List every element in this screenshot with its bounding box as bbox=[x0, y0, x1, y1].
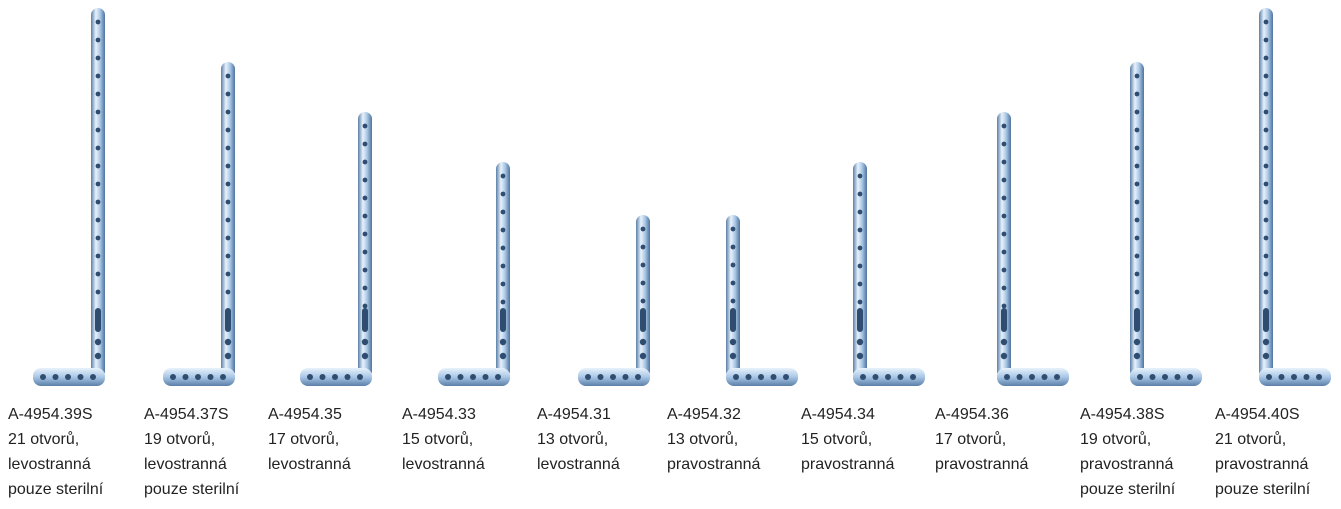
caption-sterile: pouze sterilní bbox=[8, 481, 104, 498]
caption-code: A-4954.34 bbox=[801, 406, 875, 423]
plate-images bbox=[33, 8, 1331, 386]
caption-side: pravostranná bbox=[801, 456, 895, 473]
plate-caption: A-4954.38S 19 otvorů, pravostranná pouze st… bbox=[1080, 402, 1175, 502]
caption-code: A-4954.40S bbox=[1215, 406, 1300, 423]
caption-holes: 17 otvorů, bbox=[935, 431, 1007, 448]
plate-caption: A-4954.39S 21 otvorů, levostranná pouze ste… bbox=[8, 402, 103, 502]
caption-sterile: pouze sterilní bbox=[144, 481, 240, 498]
caption-side: levostranná bbox=[8, 456, 91, 473]
caption-side: levostranná bbox=[268, 456, 351, 473]
caption-holes: 15 otvorů, bbox=[402, 431, 474, 448]
plate-caption: A-4954.33 15 otvorů, levostranná bbox=[402, 402, 485, 477]
caption-side: pravostranná bbox=[667, 456, 761, 473]
caption-holes: 21 otvorů, bbox=[1215, 431, 1287, 448]
plate-caption: A-4954.36 17 otvorů, pravostranná bbox=[935, 402, 1028, 477]
caption-code: A-4954.32 bbox=[667, 406, 741, 423]
bone-plate-image bbox=[438, 162, 510, 386]
caption-holes: 19 otvorů, bbox=[144, 431, 216, 448]
caption-side: pravostranná bbox=[1215, 456, 1309, 473]
plate-caption: A-4954.37S 19 otvorů, levostranná pouze ste… bbox=[144, 402, 239, 502]
bone-plate-image bbox=[1259, 8, 1331, 386]
caption-side: levostranná bbox=[144, 456, 227, 473]
bone-plate-image bbox=[578, 215, 650, 386]
caption-side: pravostranná bbox=[1080, 456, 1174, 473]
caption-holes: 13 otvorů, bbox=[667, 431, 739, 448]
bone-plate-image bbox=[163, 62, 235, 386]
caption-holes: 19 otvorů, bbox=[1080, 431, 1152, 448]
caption-code: A-4954.39S bbox=[8, 406, 93, 423]
plate-caption: A-4954.31 13 otvorů, levostranná bbox=[537, 402, 620, 477]
caption-side: levostranná bbox=[537, 456, 620, 473]
caption-code: A-4954.35 bbox=[268, 406, 342, 423]
plate-caption: A-4954.35 17 otvorů, levostranná bbox=[268, 402, 351, 477]
caption-code: A-4954.33 bbox=[402, 406, 476, 423]
bone-plate-image bbox=[997, 112, 1069, 386]
bone-plate-image bbox=[726, 215, 798, 386]
caption-holes: 13 otvorů, bbox=[537, 431, 609, 448]
plate-caption: A-4954.34 15 otvorů, pravostranná bbox=[801, 402, 894, 477]
bone-plate-image bbox=[33, 8, 105, 386]
caption-code: A-4954.36 bbox=[935, 406, 1009, 423]
plate-caption: A-4954.32 13 otvorů, pravostranná bbox=[667, 402, 760, 477]
bone-plate-image bbox=[853, 162, 925, 386]
caption-side: levostranná bbox=[402, 456, 485, 473]
bone-plate-image bbox=[1130, 62, 1202, 386]
caption-code: A-4954.31 bbox=[537, 406, 611, 423]
bone-plate-image bbox=[300, 112, 372, 386]
caption-holes: 15 otvorů, bbox=[801, 431, 873, 448]
caption-holes: 17 otvorů, bbox=[268, 431, 340, 448]
caption-side: pravostranná bbox=[935, 456, 1029, 473]
caption-sterile: pouze sterilní bbox=[1215, 481, 1311, 498]
caption-sterile: pouze sterilní bbox=[1080, 481, 1176, 498]
caption-code: A-4954.38S bbox=[1080, 406, 1165, 423]
caption-holes: 21 otvorů, bbox=[8, 431, 80, 448]
caption-code: A-4954.37S bbox=[144, 406, 229, 423]
plate-caption: A-4954.40S 21 otvorů, pravostranná pouze st… bbox=[1215, 402, 1310, 502]
